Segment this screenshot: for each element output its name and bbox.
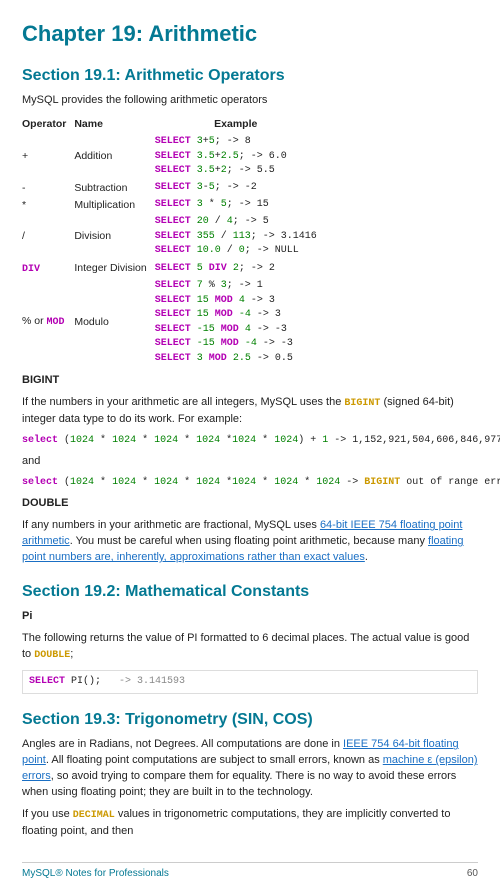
cell-example: SELECT 3+5; -> 8SELECT 3.5+2.5; -> 6.0SE… (155, 134, 325, 180)
cell-operator: + (22, 134, 74, 180)
cell-example: SELECT 7 % 3; -> 1SELECT 15 MOD 4 -> 3SE… (155, 278, 325, 367)
table-row: -SubtractionSELECT 3-5; -> -2 (22, 180, 325, 197)
section-title-2: Section 19.2: Mathematical Constants (22, 580, 478, 603)
pi-code: SELECT PI(); -> 3.141593 (22, 670, 478, 695)
section3-p1: Angles are in Radians, not Degrees. All … (22, 737, 478, 801)
cell-example: SELECT 5 DIV 2; -> 2 (155, 260, 325, 279)
section1-intro: MySQL provides the following arithmetic … (22, 93, 478, 109)
cell-name: Modulo (74, 278, 154, 367)
cell-name: Subtraction (74, 180, 154, 197)
cell-name: Integer Division (74, 260, 154, 279)
page-footer: MySQL® Notes for Professionals 60 (22, 862, 478, 882)
table-row: +AdditionSELECT 3+5; -> 8SELECT 3.5+2.5;… (22, 134, 325, 180)
bigint-example-2: select (1024 * 1024 * 1024 * 1024 *1024 … (22, 476, 478, 491)
bigint-heading: BIGINT (22, 373, 478, 389)
cell-operator: DIV (22, 260, 74, 279)
cell-example: SELECT 3-5; -> -2 (155, 180, 325, 197)
footer-left: MySQL® Notes for Professionals (22, 867, 169, 882)
pi-heading: Pi (22, 609, 478, 625)
page-number: 60 (467, 867, 478, 882)
th-name: Name (74, 115, 154, 134)
cell-example: SELECT 20 / 4; -> 5SELECT 355 / 113; -> … (155, 214, 325, 260)
chapter-title: Chapter 19: Arithmetic (22, 18, 478, 50)
operators-table: Operator Name Example +AdditionSELECT 3+… (22, 115, 325, 367)
section-title-1: Section 19.1: Arithmetic Operators (22, 64, 478, 87)
cell-operator: % or MOD (22, 278, 74, 367)
section3-p2: If you use DECIMAL values in trigonometr… (22, 807, 478, 839)
pi-text: The following returns the value of PI fo… (22, 631, 478, 663)
cell-example: SELECT 3 * 5; -> 15 (155, 197, 325, 214)
double-text: If any numbers in your arithmetic are fr… (22, 518, 478, 566)
th-example: Example (155, 115, 325, 134)
table-row: *MultiplicationSELECT 3 * 5; -> 15 (22, 197, 325, 214)
section-title-3: Section 19.3: Trigonometry (SIN, COS) (22, 708, 478, 731)
table-row: /DivisionSELECT 20 / 4; -> 5SELECT 355 /… (22, 214, 325, 260)
th-operator: Operator (22, 115, 74, 134)
cell-name: Multiplication (74, 197, 154, 214)
cell-name: Addition (74, 134, 154, 180)
and-label: and (22, 454, 478, 470)
table-row: % or MODModuloSELECT 7 % 3; -> 1SELECT 1… (22, 278, 325, 367)
cell-operator: * (22, 197, 74, 214)
cell-name: Division (74, 214, 154, 260)
bigint-example-1: select (1024 * 1024 * 1024 * 1024 *1024 … (22, 434, 478, 449)
cell-operator: - (22, 180, 74, 197)
cell-operator: / (22, 214, 74, 260)
double-heading: DOUBLE (22, 496, 478, 512)
table-row: DIVInteger DivisionSELECT 5 DIV 2; -> 2 (22, 260, 325, 279)
bigint-text: If the numbers in your arithmetic are al… (22, 395, 478, 427)
